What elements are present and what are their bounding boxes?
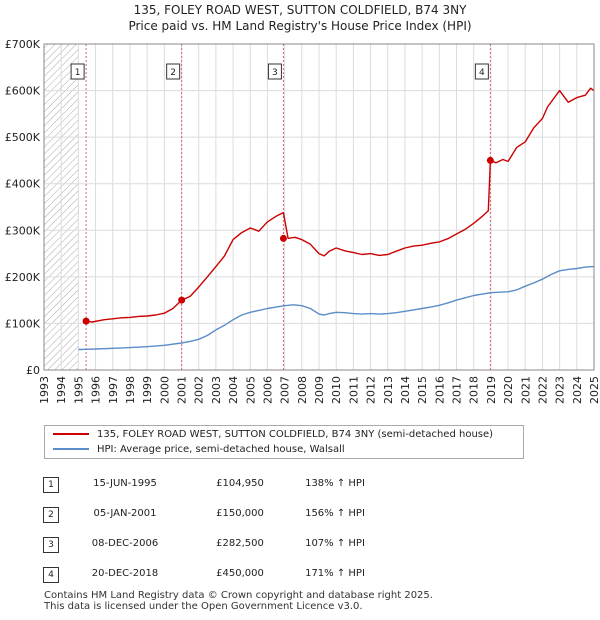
x-tick-label: 1999 — [141, 376, 154, 404]
legend-item-property: 135, FOLEY ROAD WEST, SUTTON COLDFIELD, … — [53, 428, 493, 442]
x-tick-label: 2014 — [399, 376, 412, 404]
x-tick-label: 2017 — [451, 376, 464, 404]
sale-date: 15-JUN-1995 — [93, 478, 157, 489]
sale-hpi-change: 156% ↑ HPI — [305, 508, 365, 519]
x-tick-label: 2015 — [416, 376, 429, 404]
price-chart: £0 £100K £200K £300K £400K £500K £600K £700K 199… — [5, 38, 600, 404]
legend-label-property: 135, FOLEY ROAD WEST, SUTTON COLDFIELD, … — [97, 429, 494, 440]
y-tick-label: £100K — [5, 317, 41, 330]
x-tick-label: 2013 — [382, 376, 395, 404]
sale-row: 4 20-DEC-2018 £450,000 171% ↑ HPI — [0, 566, 600, 586]
chart-legend: 135, FOLEY ROAD WEST, SUTTON COLDFIELD, … — [44, 425, 524, 459]
sale-hpi-change: 138% ↑ HPI — [305, 478, 365, 489]
x-tick-label: 2020 — [502, 376, 515, 404]
x-tick-label: 2009 — [313, 376, 326, 404]
sale-hpi-change: 107% ↑ HPI — [305, 538, 365, 549]
sale-point — [279, 234, 287, 242]
y-tick-label: £400K — [5, 178, 41, 191]
x-tick-label: 2001 — [176, 376, 189, 404]
sale-marker-label: 2 — [170, 68, 176, 78]
x-tick-label: 2022 — [536, 376, 549, 404]
sale-price: £150,000 — [216, 508, 264, 519]
sale-number-badge: 4 — [43, 567, 59, 583]
legend-swatch-hpi — [53, 448, 89, 450]
sale-row: 1 15-JUN-1995 £104,950 138% ↑ HPI — [0, 476, 600, 496]
x-tick-label: 1993 — [38, 376, 51, 404]
x-tick-label: 2011 — [347, 376, 360, 404]
x-tick-label: 1995 — [72, 376, 85, 404]
sale-row: 3 08-DEC-2006 £282,500 107% ↑ HPI — [0, 536, 600, 556]
x-tick-label: 2006 — [261, 376, 274, 404]
sale-point — [486, 156, 494, 164]
sale-marker-box — [166, 63, 181, 80]
sale-point — [178, 296, 186, 304]
sale-marker-label: 1 — [75, 68, 81, 78]
x-tick-label: 1998 — [124, 376, 137, 404]
x-tick-label: 1994 — [55, 376, 68, 404]
sale-marker-box — [474, 63, 489, 80]
x-tick-label: 2023 — [554, 376, 567, 404]
sale-marker-box — [70, 63, 85, 80]
legend-item-hpi: HPI: Average price, semi-detached house,… — [53, 443, 345, 457]
sale-hpi-change: 171% ↑ HPI — [305, 568, 365, 579]
y-tick-label: £200K — [5, 271, 41, 284]
attribution-footer: Contains HM Land Registry data © Crown c… — [44, 590, 433, 612]
footer-line-licence: This data is licensed under the Open Gov… — [44, 601, 363, 612]
y-tick-label: £0 — [26, 364, 40, 377]
x-tick-label: 2012 — [365, 376, 378, 404]
plot-frame — [43, 43, 595, 371]
sale-number-badge: 3 — [43, 537, 59, 553]
footer-line-copyright: Contains HM Land Registry data © Crown c… — [44, 590, 433, 601]
sale-row: 2 05-JAN-2001 £150,000 156% ↑ HPI — [0, 506, 600, 526]
hpi-line — [78, 265, 595, 351]
chart-title: 135, FOLEY ROAD WEST, SUTTON COLDFIELD, … — [133, 3, 467, 17]
x-tick-label: 1996 — [90, 376, 103, 404]
x-tick-label: 2002 — [193, 376, 206, 404]
y-tick-label: £700K — [5, 38, 41, 51]
x-tick-label: 2016 — [433, 376, 446, 404]
y-tick-label: £600K — [5, 85, 41, 98]
x-tick-label: 2003 — [210, 376, 223, 404]
x-tick-label: 2025 — [588, 376, 600, 404]
x-tick-label: 2004 — [227, 376, 240, 404]
x-tick-label: 1997 — [107, 376, 120, 404]
sale-date: 05-JAN-2001 — [93, 508, 157, 519]
x-tick-label: 2008 — [296, 376, 309, 404]
sale-marker-box — [267, 63, 282, 80]
x-tick-label: 2010 — [330, 376, 343, 404]
sale-marker-label: 3 — [272, 68, 278, 78]
x-tick-label: 2007 — [279, 376, 292, 404]
sale-number-badge: 1 — [43, 477, 59, 493]
legend-swatch-property — [53, 433, 89, 435]
y-tick-label: £500K — [5, 131, 41, 144]
x-tick-label: 2019 — [485, 376, 498, 404]
y-tick-label: £300K — [5, 224, 41, 237]
sale-number-badge: 2 — [43, 507, 59, 523]
chart-subtitle: Price paid vs. HM Land Registry's House … — [128, 19, 472, 33]
x-tick-label: 2018 — [468, 376, 481, 404]
legend-label-hpi: HPI: Average price, semi-detached house,… — [97, 444, 345, 455]
x-tick-label: 2021 — [519, 376, 532, 404]
sale-price: £104,950 — [216, 478, 264, 489]
x-tick-label: 2005 — [244, 376, 257, 404]
sale-price: £282,500 — [216, 538, 264, 549]
sale-date: 08-DEC-2006 — [91, 538, 159, 549]
x-tick-label: 2024 — [571, 376, 584, 404]
x-tick-label: 2000 — [158, 376, 171, 404]
sale-point — [82, 317, 90, 325]
sale-marker-label: 4 — [479, 68, 485, 78]
sale-price: £450,000 — [216, 568, 264, 579]
sale-date: 20-DEC-2018 — [91, 568, 159, 579]
